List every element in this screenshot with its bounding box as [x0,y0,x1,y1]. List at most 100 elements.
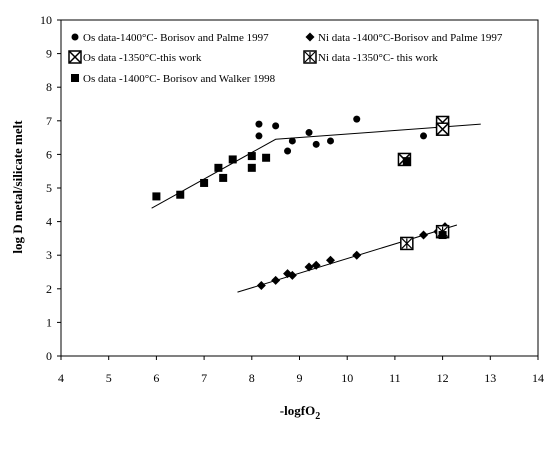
marker-shape [256,280,266,290]
marker-shape [305,32,315,42]
data-point [304,262,314,272]
legend-marker [303,50,317,64]
legend-item: Os data-1400°C- Borisov and Palme 1997 [71,32,269,44]
legend-marker [68,50,82,64]
x-tick-label: 10 [341,371,353,385]
x-tick-label: 8 [249,371,255,385]
marker-shape [326,255,336,265]
data-point [400,236,414,251]
marker-shape [402,157,411,166]
data-point [352,250,362,260]
marker-shape [284,147,292,155]
x-tick-label: 11 [389,371,401,385]
legend-label: Os data -1350°C-this work [83,52,202,64]
data-point [152,192,161,201]
marker-cross [68,50,82,64]
data-point [256,280,266,290]
legend-item: Ni data -1350°C- this work [303,50,438,64]
data-point [247,163,256,172]
x-tick-label: 7 [201,371,207,385]
marker-shape [304,262,314,272]
marker-shape [247,152,256,161]
legend-label: Os data-1400°C- Borisov and Palme 1997 [83,32,269,44]
data-point [438,231,447,240]
y-tick-label: 5 [46,181,52,195]
marker-shape [176,190,185,199]
legend-label: Ni data -1400°C-Borisov and Palme 1997 [318,32,503,44]
x-tick-label: 13 [484,371,496,385]
x-axis-title-main: -logfO [280,403,315,418]
legend-item: Os data -1400°C- Borisov and Walker 1998 [71,73,276,85]
legend-marker [71,74,79,82]
y-tick-label: 7 [46,114,52,128]
data-points [152,115,450,290]
data-point [228,155,237,164]
data-point [288,137,296,145]
legend: Os data-1400°C- Borisov and Palme 1997 Ni… [68,32,503,85]
data-point [284,147,292,155]
marker-shape [353,115,361,123]
y-tick-label: 1 [46,315,52,329]
marker-shape [152,192,161,201]
marker-shape [255,132,263,140]
y-tick-label: 8 [46,80,52,94]
legend-marker [305,32,315,42]
legend-label: Os data -1400°C- Borisov and Walker 1998 [83,73,276,85]
y-tick-label: 3 [46,248,52,262]
marker-shape [214,163,223,172]
marker-shape [327,137,335,145]
marker-shape [352,250,362,260]
data-point [420,132,428,140]
data-point [353,115,361,123]
x-tick-label: 12 [437,371,449,385]
x-tick-label: 4 [58,371,64,385]
data-point [402,157,411,166]
y-tick-label: 2 [46,282,52,296]
marker-cross [436,122,450,136]
marker-shape [311,260,321,270]
marker-shape [419,230,429,240]
legend-marker [71,33,79,41]
legend-item: Ni data -1400°C-Borisov and Palme 1997 [305,32,503,44]
data-point [327,137,335,145]
marker-shape [71,74,79,82]
data-point [287,270,297,280]
data-point [176,190,185,199]
marker-shape [71,33,79,41]
data-point [214,163,223,172]
marker-shape [438,231,447,240]
x-tick-label: 6 [153,371,159,385]
y-tick-label: 9 [46,47,52,61]
marker-shape [271,275,281,285]
data-point [305,129,313,137]
y-tick-label: 0 [46,349,52,363]
legend-item: Os data -1350°C-this work [68,50,202,64]
data-point [272,122,280,130]
data-point [262,153,271,162]
data-point [200,178,209,187]
marker-shape [262,153,271,162]
marker-shape [247,163,256,172]
marker-shape [288,137,296,145]
x-axis-title: -logfO2 [280,403,320,422]
marker-shape [272,122,280,130]
marker-shape [420,132,428,140]
marker-shape [200,178,209,187]
data-point [247,152,256,161]
x-tick-label: 5 [106,371,112,385]
data-point [219,173,228,182]
marker-shape [219,173,228,182]
data-point [435,122,450,136]
data-point [271,275,281,285]
data-point [326,255,336,265]
data-point [312,140,320,148]
marker-shape [312,140,320,148]
data-point [255,132,263,140]
y-tick-label: 10 [40,13,52,27]
fit-line [151,123,481,209]
data-point [311,260,321,270]
y-tick-label: 4 [46,215,52,229]
